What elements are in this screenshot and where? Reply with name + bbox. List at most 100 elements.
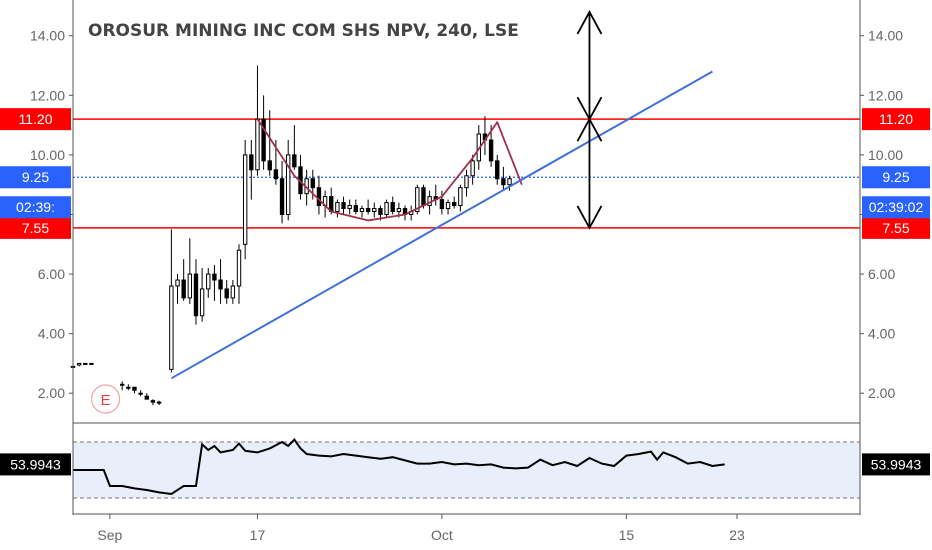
- candle-body: [292, 154, 297, 168]
- candle-body: [267, 160, 272, 171]
- candle-body: [230, 285, 236, 299]
- candle-body: [501, 178, 506, 186]
- candle-body: [458, 187, 463, 207]
- candle-body: [279, 178, 285, 215]
- countdown-tag-left-text: 02:39:: [16, 199, 55, 215]
- candle-body: [445, 202, 451, 210]
- candle-body: [218, 279, 223, 290]
- y-tick-label-left: 14.00: [30, 28, 65, 44]
- measure-arrow-head: [576, 205, 603, 230]
- y-tick-label-left: 6.00: [38, 266, 65, 282]
- earnings-event-marker: [90, 384, 121, 414]
- candle-body: [384, 202, 389, 215]
- candle-body: [83, 362, 88, 365]
- candle-body: [187, 273, 193, 299]
- candle-body: [89, 362, 94, 365]
- candle-body: [242, 154, 248, 245]
- candle-body: [421, 187, 426, 207]
- candle-body: [347, 205, 352, 210]
- candle-body: [169, 285, 174, 370]
- candle-body: [144, 395, 149, 400]
- last-price-tag-left-text: 9.25: [22, 169, 49, 185]
- countdown-tag-right-box: [862, 196, 930, 219]
- x-tick-label: 17: [250, 527, 266, 543]
- candle-body: [359, 208, 365, 213]
- candle-body: [390, 202, 395, 213]
- candle-body: [452, 202, 457, 207]
- candle-body: [181, 279, 186, 299]
- y-tick-label-left: 2.00: [38, 385, 65, 401]
- candle-body: [150, 400, 156, 403]
- candle-body: [175, 279, 180, 287]
- candle-body: [396, 208, 402, 213]
- candle-body: [236, 249, 242, 287]
- drawings-layer: E: [90, 10, 713, 414]
- x-tick-label: Oct: [431, 527, 453, 543]
- measure-arrow-head: [576, 10, 603, 35]
- candle-body: [76, 362, 82, 366]
- countdown-tag-left-box: [0, 196, 71, 219]
- candle-body: [255, 118, 260, 171]
- candle-body: [199, 288, 205, 317]
- resistance-tag-right-box: [862, 108, 930, 131]
- resistance-tag-right-text: 11.20: [879, 111, 913, 127]
- x-tick-label: 15: [619, 527, 635, 543]
- candle-body: [372, 208, 377, 213]
- trendline: [170, 70, 713, 380]
- support-tag-left-text: 7.55: [22, 220, 49, 236]
- y-tick-label-right: 6.00: [868, 266, 895, 282]
- candle-body: [212, 273, 217, 281]
- last-price-tag-right-box: [862, 166, 930, 189]
- y-tick-label-right: 12.00: [868, 87, 903, 103]
- resistance-tag-left-box: [0, 108, 71, 131]
- support-tag-right-text: 7.55: [882, 220, 909, 236]
- chart-title: OROSUR MINING INC COM SHS NPV, 240, LSE: [88, 21, 519, 41]
- support-tag-right-box: [862, 216, 930, 239]
- candle-body: [439, 199, 445, 210]
- y-tick-label-left: 4.00: [38, 326, 65, 342]
- y-tick-label-right: 14.00: [868, 28, 903, 44]
- x-tick-label: Sep: [97, 527, 122, 543]
- candle-body: [488, 139, 494, 162]
- candle-body: [495, 160, 500, 180]
- candle-body: [470, 160, 475, 177]
- last-price-tag-left-box: [0, 166, 71, 189]
- last-price-tag-right-text: 9.25: [882, 169, 909, 185]
- candle-body: [353, 205, 359, 212]
- candle-body: [206, 273, 211, 290]
- y-tick-label-right: 10.00: [868, 147, 903, 163]
- candle-body: [341, 202, 346, 210]
- oscillator-value-tag-right: [862, 453, 930, 476]
- oscillator-series-line: [73, 438, 725, 496]
- x-tick-label: 23: [729, 527, 745, 543]
- candle-body: [249, 154, 254, 171]
- earnings-event-letter: E: [101, 392, 111, 409]
- y-tick-label-right: 4.00: [868, 326, 895, 342]
- resistance-tag-left-text: 11.20: [19, 111, 53, 127]
- candle-body: [365, 208, 371, 213]
- candle-body: [335, 202, 340, 213]
- support-tag-left-box: [0, 216, 71, 239]
- candle-body: [464, 175, 469, 189]
- candle-body: [310, 178, 315, 189]
- y-tick-label-left: 10.00: [30, 147, 65, 163]
- oscillator-value-tag-left: [0, 453, 71, 476]
- candle-body: [132, 386, 137, 391]
- candle-body: [286, 154, 291, 215]
- candles-layer: [70, 65, 512, 406]
- candle-body: [316, 187, 322, 207]
- oscillator-value-left: 53.9943: [10, 456, 61, 472]
- candle-body: [138, 392, 143, 395]
- candle-body: [126, 386, 131, 389]
- candle-body: [119, 383, 125, 386]
- candle-body: [415, 187, 420, 213]
- y-tick-label-right: 2.00: [868, 385, 895, 401]
- candle-body: [224, 288, 229, 299]
- cup-pattern-curve: [256, 118, 523, 222]
- oscillator-value-right: 53.9943: [871, 456, 922, 472]
- candle-body: [507, 178, 512, 186]
- countdown-tag-right-text: 02:39:02: [869, 199, 924, 215]
- candle-body: [378, 208, 383, 215]
